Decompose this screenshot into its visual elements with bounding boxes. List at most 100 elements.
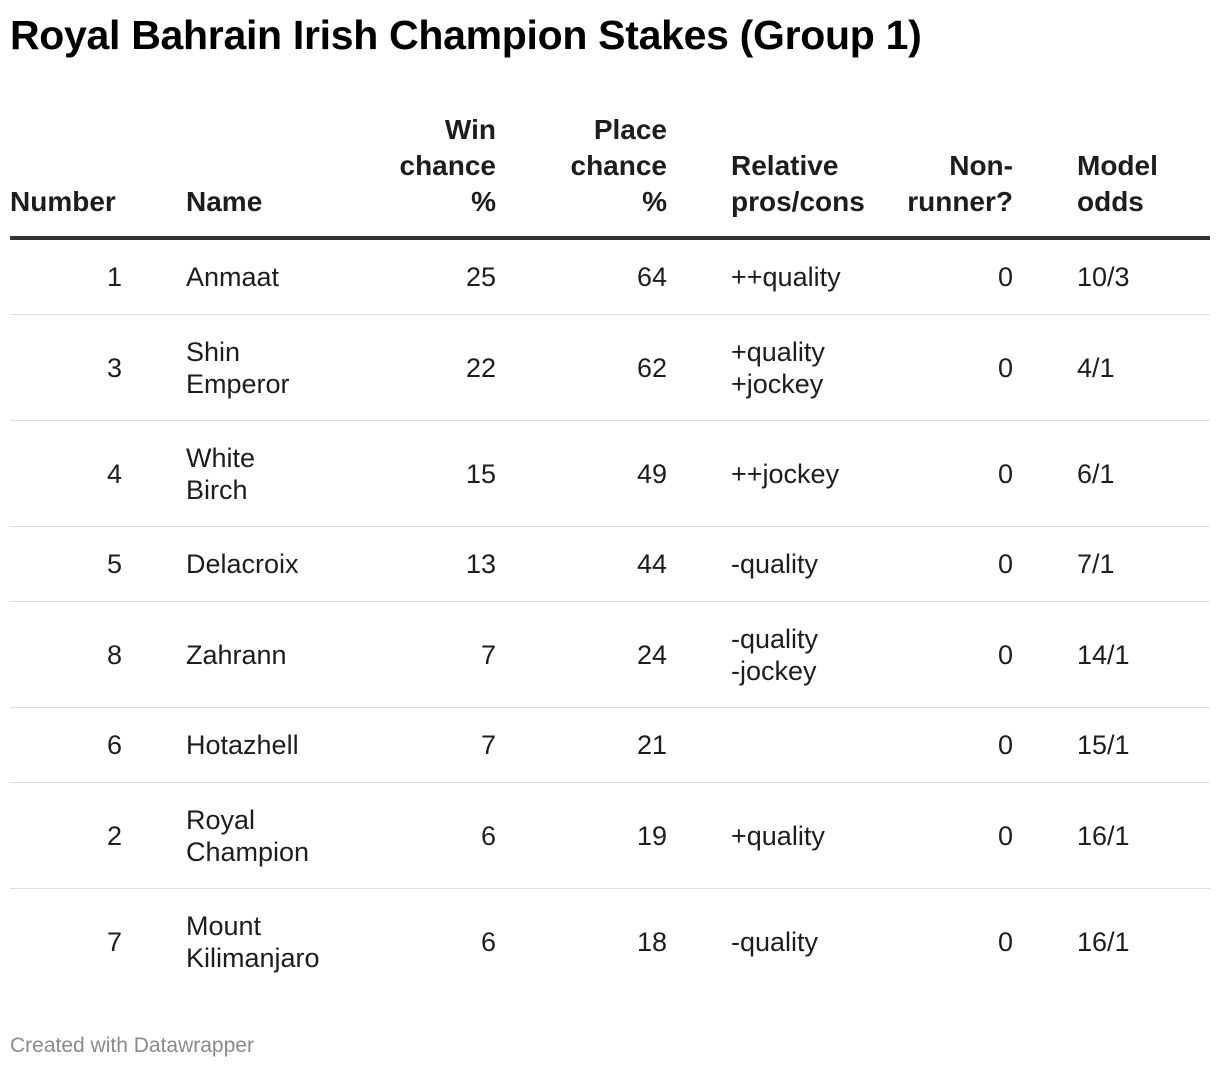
cell-place-chance: 21 (496, 707, 667, 783)
cell-name: Royal Champion (186, 782, 338, 889)
cell-name: Hotazhell (186, 707, 338, 783)
table-row[interactable]: 6 Hotazhell 7 21 0 15/1 (10, 707, 1210, 783)
cell-name-line: Anmaat (186, 262, 280, 292)
cell-number: 8 (10, 601, 186, 708)
cell-pros-cons-line: ++jockey (731, 458, 840, 489)
cell-model-odds: 16/1 (1077, 926, 1130, 957)
cell-number: 6 (10, 707, 186, 783)
cell-win-chance: 15 (338, 420, 496, 527)
cell-model-odds: 6/1 (1013, 420, 1210, 527)
cell-name: Zahrann (186, 601, 338, 708)
column-header-label-line: Place (593, 114, 667, 145)
column-header-model-odds[interactable]: Model odds (1013, 112, 1210, 240)
cell-non-runner: 0 (857, 782, 1013, 889)
cell-win-chance: 6 (480, 926, 496, 957)
table-row[interactable]: 7 Mount Kilimanjaro 6 18 -quality 0 16/1 (10, 889, 1210, 995)
cell-pros-cons (667, 707, 857, 783)
chart-title: Royal Bahrain Irish Champion Stakes (Gro… (10, 12, 922, 58)
cell-number: 3 (10, 314, 186, 421)
cell-pros-cons: ++quality (667, 238, 857, 315)
column-header-label-line: chance (399, 150, 497, 181)
column-header-label-line: % (642, 186, 667, 217)
column-header-win-chance[interactable]: Win chance% (338, 112, 497, 240)
cell-non-runner: 0 (857, 526, 1013, 602)
cell-pros-cons: +quality (667, 782, 857, 889)
cell-pros-cons-line: -quality (731, 926, 819, 957)
table-row[interactable]: 2 Royal Champion 6 19 +quality 0 16/1 (10, 782, 1210, 889)
cell-name: Mount Kilimanjaro (186, 889, 338, 995)
cell-place-chance: 44 (496, 526, 667, 602)
column-header-non-runner[interactable]: Non-runner? (857, 112, 1013, 240)
cell-place-chance: 64 (496, 238, 667, 315)
cell-pros-cons: -quality (667, 526, 857, 602)
cell-non-runner: 0 (997, 926, 1013, 957)
header-row: Number Name Win chance% Place chance% Rela… (10, 112, 1210, 240)
cell-number: 4 (10, 420, 186, 527)
table-row[interactable]: 1 Anmaat 25 64 ++quality 0 10/3 (10, 238, 1210, 315)
cell-pros-cons: -quality (667, 889, 857, 995)
column-header-place-chance[interactable]: Place chance% (496, 112, 668, 240)
data-table: Number Name Win chance% Place chance% Rela… (10, 112, 1210, 994)
cell-model-odds: 4/1 (1013, 314, 1210, 421)
cell-number: 2 (10, 782, 186, 889)
cell-model-odds: 10/3 (1013, 238, 1210, 315)
datawrapper-credit: Created with Datawrapper (10, 1034, 254, 1057)
cell-name: Delacroix (186, 526, 338, 602)
cell-name-line: Kilimanjaro (186, 942, 320, 973)
cell-pros-cons-line: +quality (731, 336, 825, 367)
cell-name-line: Birch (186, 474, 248, 505)
column-header-label-line: % (471, 186, 496, 217)
cell-name-line: Mount (186, 910, 262, 941)
cell-non-runner: 0 (857, 314, 1013, 421)
column-header-label-line: Non- (949, 150, 1013, 181)
table-row[interactable]: 5 Delacroix 13 44 -quality 0 7/1 (10, 526, 1210, 602)
cell-model-odds: 16/1 (1013, 782, 1210, 889)
cell-pros-cons: -quality -jockey (667, 601, 857, 708)
cell-model-odds: 14/1 (1013, 601, 1210, 708)
column-header-pros-cons[interactable]: Relative pros/cons (667, 112, 865, 240)
cell-pros-cons-line: +quality (731, 820, 825, 851)
cell-name-line: Hotazhell (186, 730, 299, 760)
cell-name: Anmaat (186, 238, 338, 315)
cell-number: 7 (106, 926, 122, 957)
cell-win-chance: 22 (338, 314, 496, 421)
cell-name: White Birch (186, 420, 338, 527)
cell-name-line: Emperor (186, 368, 290, 399)
column-header-number[interactable]: Number (10, 112, 186, 240)
cell-non-runner: 0 (857, 601, 1013, 708)
cell-place-chance: 62 (496, 314, 667, 421)
cell-pros-cons-line: -quality (731, 549, 819, 579)
column-header-label-line: pros/cons (731, 186, 865, 217)
cell-pros-cons: +quality +jockey (667, 314, 857, 421)
cell-number: 1 (10, 238, 186, 315)
table-row[interactable]: 3 Shin Emperor 22 62 +quality +jockey 0 4/1 (10, 314, 1210, 421)
column-header-label-line: Win (444, 114, 496, 145)
cell-place-chance: 18 (636, 926, 667, 957)
cell-win-chance: 7 (338, 601, 496, 708)
column-header-label-line: Number (10, 186, 116, 217)
cell-name-line: White (186, 442, 256, 473)
cell-win-chance: 6 (338, 782, 496, 889)
cell-name: Shin Emperor (186, 314, 338, 421)
cell-non-runner: 0 (857, 238, 1013, 315)
column-header-name[interactable]: Name (186, 112, 338, 240)
column-header-label-line: chance (570, 150, 668, 181)
cell-pros-cons-line: ++quality (731, 262, 841, 292)
table-body: 1 Anmaat 25 64 ++quality 0 10/3 3 Shin Emperor 22 6… (10, 238, 1210, 994)
cell-name-line: Delacroix (186, 549, 299, 579)
cell-pros-cons-line: -quality (731, 623, 819, 654)
cell-model-odds: 7/1 (1013, 526, 1210, 602)
column-header-label-line: runner? (907, 186, 1013, 217)
column-header-label-line: Model (1077, 150, 1158, 181)
table-row[interactable]: 8 Zahrann 7 24 -quality -jockey 0 14/1 (10, 601, 1210, 708)
cell-name-line: Zahrann (186, 639, 287, 670)
cell-win-chance: 7 (338, 707, 496, 783)
cell-name-line: Royal (186, 804, 256, 835)
cell-name-line: Shin (186, 336, 241, 367)
column-header-label-line: Relative (731, 150, 839, 181)
cell-place-chance: 24 (496, 601, 667, 708)
table-row[interactable]: 4 White Birch 15 49 ++jockey 0 6/1 (10, 420, 1210, 527)
cell-non-runner: 0 (857, 707, 1013, 783)
cell-win-chance: 25 (338, 238, 496, 315)
column-header-label-line: odds (1077, 186, 1144, 217)
